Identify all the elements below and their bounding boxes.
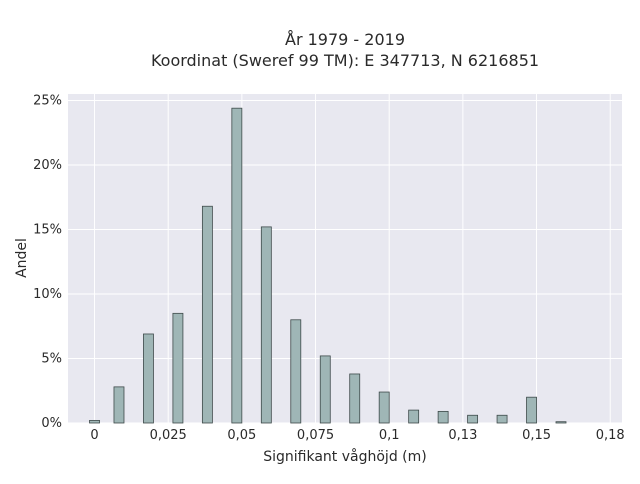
x-tick-label: 0,18 [596, 428, 625, 443]
histogram-bar [319, 355, 331, 424]
chart-subtitle: Koordinat (Sweref 99 TM): E 347713, N 62… [151, 51, 539, 70]
x-tick-label: 0,05 [227, 428, 256, 443]
histogram-bar [496, 414, 508, 424]
histogram-bar [113, 386, 125, 424]
y-axis-ticks: 0% 5% 10% 15% 20% 25% [33, 93, 62, 431]
x-tick-label: 0,13 [448, 428, 477, 443]
histogram-bar [526, 396, 537, 424]
y-tick-label: 25% [33, 93, 62, 108]
x-tick-label: 0,075 [297, 428, 334, 443]
histogram-bar [172, 312, 184, 424]
y-axis-label: Andel [14, 238, 30, 278]
plot-area [68, 94, 622, 423]
x-axis-label: Signifikant våghöjd (m) [263, 448, 426, 465]
histogram-bar [555, 421, 567, 424]
histogram-bar [378, 391, 390, 424]
histogram-bar [349, 373, 361, 424]
y-tick-label: 5% [41, 351, 62, 366]
x-tick-label: 0,15 [522, 428, 551, 443]
x-tick-label: 0 [90, 428, 98, 443]
histogram-bar [260, 226, 272, 424]
histogram-bar [231, 107, 243, 424]
y-tick-label: 0% [41, 416, 62, 431]
x-axis-ticks: 0 0,025 0,05 0,075 0,1 0,13 0,15 0,18 [90, 428, 624, 443]
y-tick-label: 15% [33, 222, 62, 237]
histogram-bar [89, 420, 100, 424]
histogram-bar [290, 319, 302, 424]
x-tick-label: 0,025 [150, 428, 187, 443]
bars [89, 107, 567, 424]
histogram-bar [467, 414, 479, 424]
y-tick-label: 20% [33, 158, 62, 173]
histogram-bar [437, 410, 449, 424]
chart-title: År 1979 - 2019 [285, 30, 405, 49]
histogram-bar [201, 205, 213, 424]
histogram-bar [143, 333, 154, 424]
y-tick-label: 10% [33, 287, 62, 302]
histogram-bar [408, 409, 420, 424]
x-tick-label: 0,1 [379, 428, 400, 443]
